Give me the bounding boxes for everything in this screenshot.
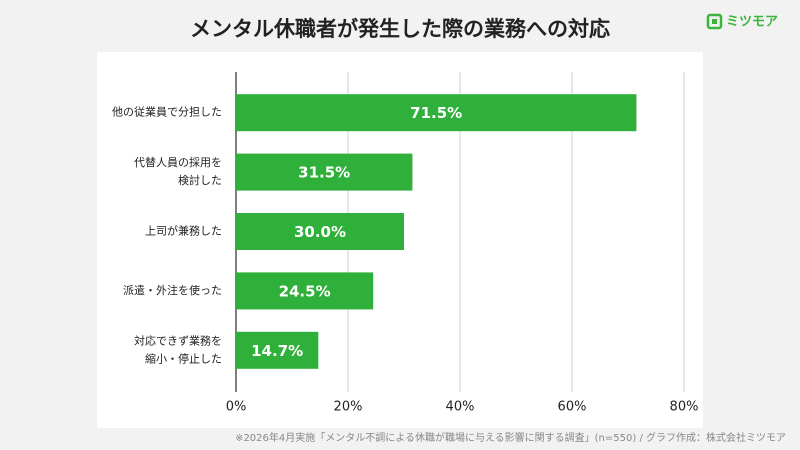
- logo: ミツモア: [706, 13, 778, 30]
- y-tick-label-line: 代替人員の採用を: [134, 155, 222, 169]
- y-tick-label-line: 対応できず業務を: [134, 333, 222, 347]
- chart-title: メンタル休職者が発生した際の業務への対応: [190, 17, 610, 41]
- y-tick-label-line: 縮小・停止した: [145, 351, 222, 365]
- y-tick-label-line: 派遣・外注を使った: [123, 283, 222, 297]
- x-tick-label: 40%: [446, 400, 475, 415]
- logo-icon-inner: [712, 19, 717, 24]
- x-tick-label: 20%: [334, 400, 363, 415]
- y-tick-label: 他の従業員で分担した: [112, 105, 222, 119]
- y-tick-label: 上司が兼務した: [145, 224, 222, 238]
- value-label: 14.7%: [251, 342, 303, 360]
- footnote: ※2026年4月実施「メンタル不調による休職が職場に与える影響に関する調査」(n…: [235, 431, 786, 444]
- y-tick-label: 対応できず業務を縮小・停止した: [134, 333, 222, 365]
- bar: [236, 153, 413, 191]
- bar: [236, 272, 374, 310]
- value-label: 24.5%: [279, 282, 331, 300]
- value-label: 71.5%: [410, 104, 462, 122]
- bar: [236, 331, 319, 369]
- value-label: 31.5%: [298, 164, 350, 182]
- y-tick-label: 代替人員の採用を検討した: [134, 155, 222, 187]
- y-tick-label-line: 他の従業員で分担した: [112, 105, 222, 119]
- bar: [236, 213, 404, 250]
- y-tick-label-line: 検討した: [178, 173, 222, 187]
- y-tick-label: 派遣・外注を使った: [123, 283, 222, 297]
- value-label: 30.0%: [294, 223, 346, 241]
- logo-text: ミツモア: [726, 15, 778, 30]
- bar: [236, 94, 637, 132]
- logo-icon: [706, 13, 723, 30]
- x-tick-label: 80%: [670, 400, 699, 415]
- y-tick-label-line: 上司が兼務した: [145, 224, 222, 238]
- x-tick-label: 60%: [558, 400, 587, 415]
- x-tick-label: 0%: [226, 400, 247, 415]
